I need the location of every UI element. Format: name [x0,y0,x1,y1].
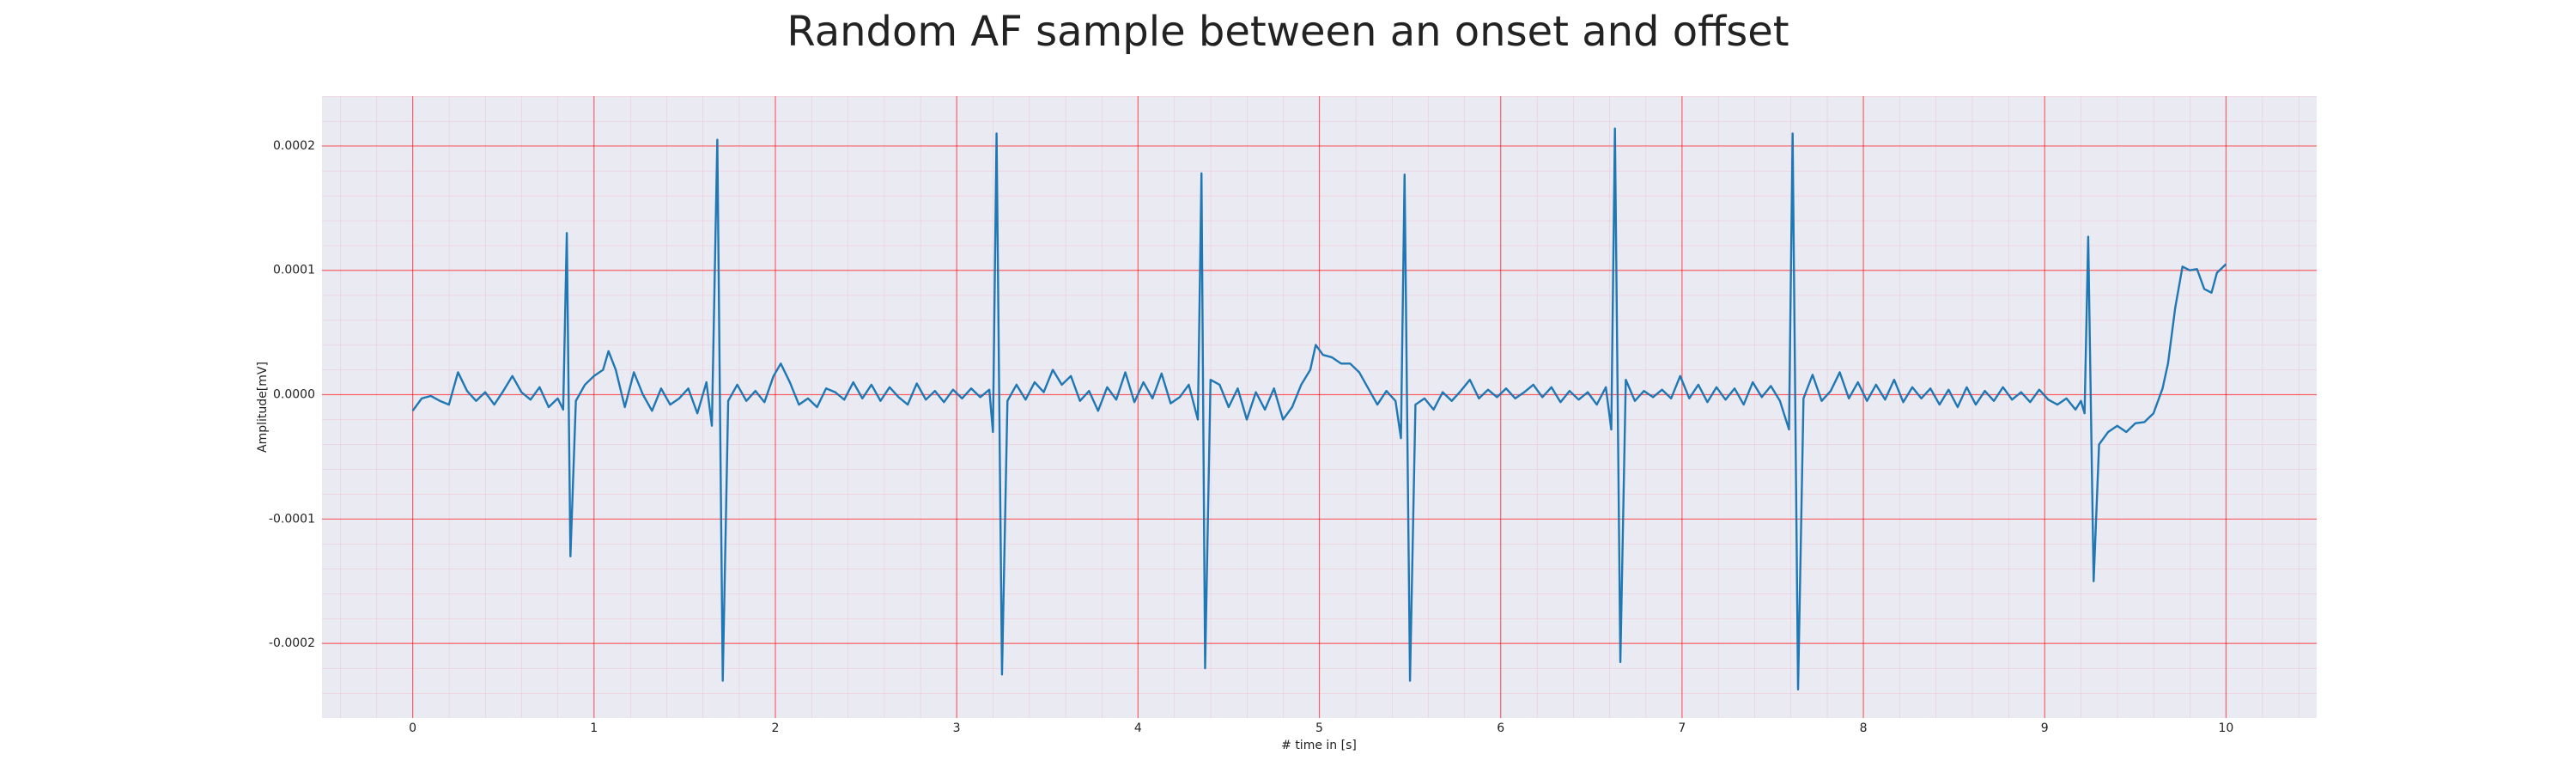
y-tick-label: 0.0002 [273,139,315,153]
x-tick-label: 3 [953,721,961,735]
y-axis-label: Amplitude[mV] [256,362,270,453]
y-tick-label: 0.0001 [273,264,315,277]
x-tick-label: 2 [771,721,779,735]
x-tick-label: 10 [2218,721,2233,735]
x-tick-label: 5 [1315,721,1323,735]
x-tick-label: 7 [1678,721,1686,735]
x-tick-label: 6 [1497,721,1504,735]
x-tick-label: 9 [2041,721,2049,735]
signal-line [411,127,2227,691]
x-tick-label: 0 [409,721,416,735]
y-tick-label: -0.0001 [269,512,315,526]
y-tick-label: -0.0002 [269,636,315,650]
x-tick-label: 4 [1134,721,1142,735]
y-tick-label: 0.0000 [273,388,315,402]
x-tick-label: 8 [1860,721,1868,735]
x-axis-label: # time in [s] [1281,739,1357,752]
chart-title: Random AF sample between an onset and of… [787,8,1789,56]
x-tick-label: 1 [590,721,598,735]
